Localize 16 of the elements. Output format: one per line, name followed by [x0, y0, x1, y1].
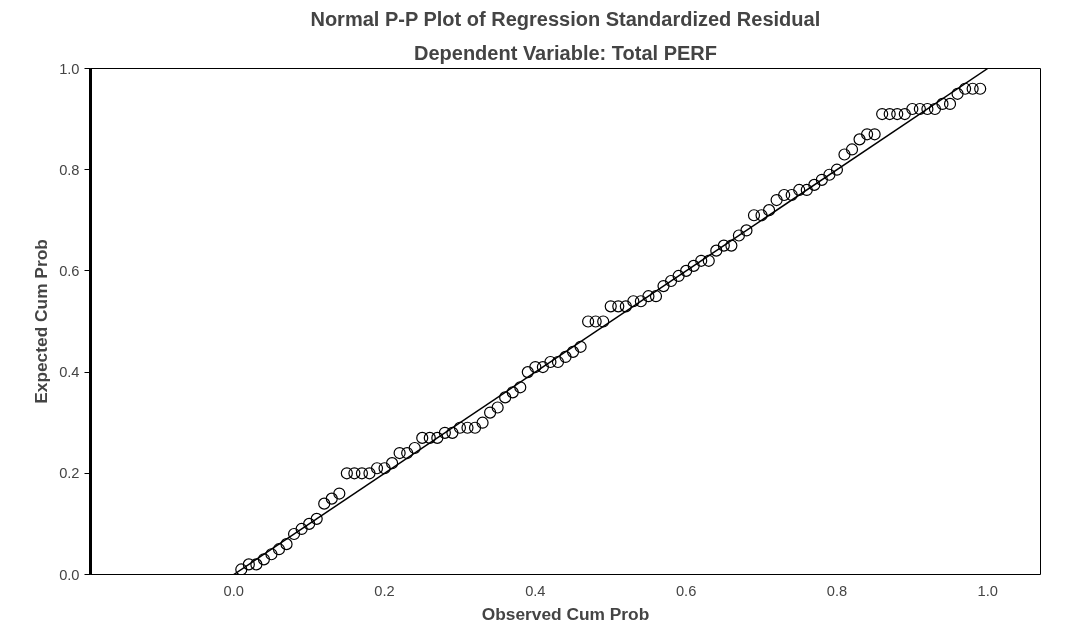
y-tick-label: 0.6 [59, 262, 80, 279]
chart-title: Normal P-P Plot of Regression Standardized Residual [310, 7, 821, 30]
chart-subtitle: Dependent Variable: Total PERF [413, 41, 718, 64]
y-tick-label: 0.4 [59, 364, 80, 381]
y-tick-label: 0.2 [59, 465, 80, 482]
x-tick-label: 0.0 [223, 582, 244, 599]
y-axis-title: Expected Cum Prob [31, 239, 52, 404]
y-tick-label: 0.0 [59, 566, 80, 583]
x-tick-label: 0.6 [675, 582, 697, 599]
x-tick-label: 0.8 [826, 582, 848, 599]
x-tick-label: 0.4 [525, 582, 546, 599]
y-tick-label: 0.8 [59, 161, 80, 178]
y-tick-label: 1.0 [59, 60, 80, 77]
x-tick-label: 1.0 [977, 582, 998, 599]
x-axis-title: Observed Cum Prob [481, 603, 650, 624]
x-tick-label: 0.2 [374, 582, 395, 599]
